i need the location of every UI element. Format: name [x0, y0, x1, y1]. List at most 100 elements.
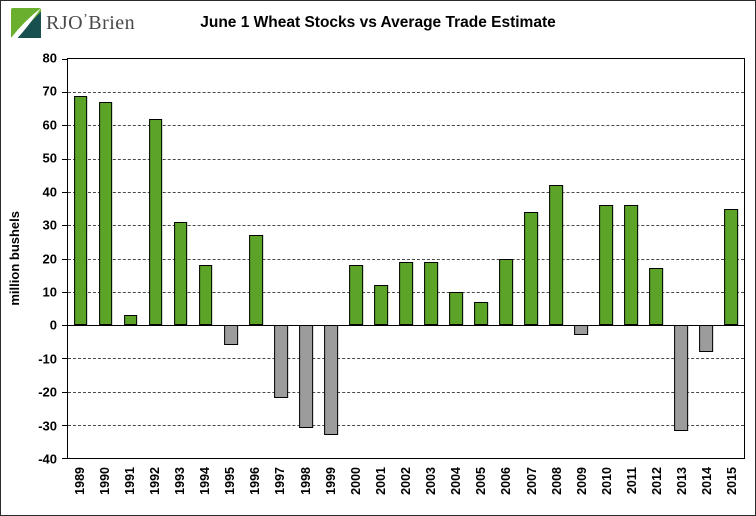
- zero-line: [68, 324, 744, 326]
- bar-1994: [198, 265, 213, 325]
- ytick-label-80: 80: [42, 50, 57, 66]
- ytick-label-0: 0: [49, 317, 57, 333]
- x-axis-ticks: 1989 1990 1991 1992 1993 1994 1995 1996 1997 1998…: [67, 463, 745, 515]
- ytick-mark-60: [62, 125, 68, 127]
- ytick-mark--40: [62, 458, 68, 459]
- xtick-label-2004: 2004: [449, 467, 464, 495]
- gridline--10: [68, 358, 744, 360]
- ytick-label--40: -40: [38, 451, 57, 467]
- gridline--30: [68, 424, 744, 426]
- xtick-label-1997: 1997: [273, 467, 288, 495]
- y-axis-ticks: 80 70 60 50 40 30 20 10 0 -10 -20 -30 -40: [21, 51, 61, 467]
- bar-2013: [674, 324, 689, 432]
- ytick-label-10: 10: [42, 284, 57, 300]
- xtick-label-1991: 1991: [122, 467, 137, 495]
- bar-2002: [399, 261, 413, 325]
- bar-1995: [223, 324, 238, 345]
- gridline-70: [68, 92, 744, 94]
- xtick-label-1994: 1994: [198, 467, 213, 495]
- xtick-label-2000: 2000: [348, 467, 363, 495]
- ytick-label-20: 20: [42, 251, 57, 266]
- ytick-label--10: -10: [38, 351, 57, 367]
- xtick-label-1999: 1999: [323, 467, 338, 495]
- ytick-mark-70: [62, 92, 68, 94]
- ytick-label-30: 30: [42, 217, 57, 233]
- gridline--20: [68, 391, 744, 393]
- ytick-mark-80: [62, 59, 68, 60]
- ytick-mark-0: [62, 324, 68, 326]
- ytick-mark-10: [62, 291, 68, 293]
- xtick-label-1989: 1989: [72, 467, 87, 495]
- bar-2007: [524, 211, 539, 325]
- xtick-label-1995: 1995: [223, 467, 238, 495]
- bar-2011: [624, 205, 639, 325]
- gridline-60: [68, 125, 744, 127]
- xtick-label-2011: 2011: [625, 467, 639, 495]
- bar-2012: [649, 268, 664, 325]
- bar-1996: [248, 235, 263, 325]
- rjobrien-logo-icon: [11, 8, 41, 38]
- xtick-label-2003: 2003: [424, 467, 439, 495]
- xtick-label-2002: 2002: [399, 467, 413, 495]
- xtick-label-1998: 1998: [298, 467, 313, 495]
- ytick-label-40: 40: [42, 184, 57, 200]
- rjobrien-logo-text: RJO’Brien: [46, 12, 135, 35]
- ytick-label--20: -20: [38, 384, 57, 400]
- bar-1993: [173, 221, 188, 325]
- xtick-label-1990: 1990: [97, 467, 112, 495]
- ytick-mark-20: [62, 258, 68, 260]
- xtick-label-2005: 2005: [474, 467, 489, 495]
- ytick-label--30: -30: [38, 418, 57, 434]
- xtick-label-2015: 2015: [725, 467, 740, 495]
- xtick-label-2009: 2009: [574, 467, 589, 495]
- bar-2009: [574, 324, 589, 335]
- bar-2005: [474, 301, 488, 325]
- bar-2010: [599, 205, 614, 325]
- gridline-20: [68, 258, 744, 260]
- gridline-30: [68, 225, 744, 227]
- ytick-label-70: 70: [42, 83, 57, 99]
- bar-2000: [349, 265, 363, 325]
- bar-1998: [298, 324, 313, 429]
- ytick-mark--10: [62, 358, 68, 360]
- bar-2014: [699, 324, 714, 352]
- bar-1992: [148, 118, 163, 325]
- xtick-label-2006: 2006: [499, 467, 514, 495]
- xtick-label-1993: 1993: [173, 467, 187, 495]
- rjobrien-logo: RJO’Brien: [11, 8, 135, 38]
- xtick-label-2014: 2014: [700, 467, 715, 495]
- logo-text-rjo: RJO: [46, 11, 84, 34]
- bar-2008: [549, 185, 564, 325]
- bar-2015: [724, 208, 739, 325]
- xtick-label-2010: 2010: [599, 467, 614, 495]
- ytick-mark-50: [62, 158, 68, 160]
- ytick-mark-40: [62, 191, 68, 193]
- ytick-label-60: 60: [42, 117, 57, 133]
- ytick-mark--20: [62, 391, 68, 393]
- bar-1989: [73, 95, 88, 325]
- xtick-label-1996: 1996: [248, 467, 263, 495]
- xtick-label-2008: 2008: [549, 467, 564, 495]
- gridline-40: [68, 191, 744, 193]
- xtick-label-2001: 2001: [373, 467, 388, 495]
- ytick-mark--30: [62, 424, 68, 426]
- plot-area: [62, 58, 745, 459]
- xtick-label-2007: 2007: [524, 467, 539, 495]
- ytick-label-50: 50: [42, 150, 57, 166]
- logo-text-brien: Brien: [88, 11, 136, 34]
- bar-2003: [424, 261, 438, 325]
- bar-2001: [374, 285, 388, 325]
- bar-1990: [98, 102, 113, 325]
- bar-2004: [449, 291, 463, 325]
- chart-title: June 1 Wheat Stocks vs Average Trade Est…: [200, 14, 556, 31]
- bar-2006: [499, 258, 514, 325]
- xtick-label-1992: 1992: [147, 467, 162, 495]
- xtick-label-2013: 2013: [675, 467, 690, 495]
- gridline-50: [68, 158, 744, 160]
- bar-1999: [323, 324, 338, 435]
- y-axis-title-text: million bushels: [6, 211, 22, 306]
- logo-text-apostrophe: ’: [83, 11, 89, 27]
- xtick-label-2012: 2012: [650, 467, 665, 495]
- bar-1997: [273, 324, 288, 399]
